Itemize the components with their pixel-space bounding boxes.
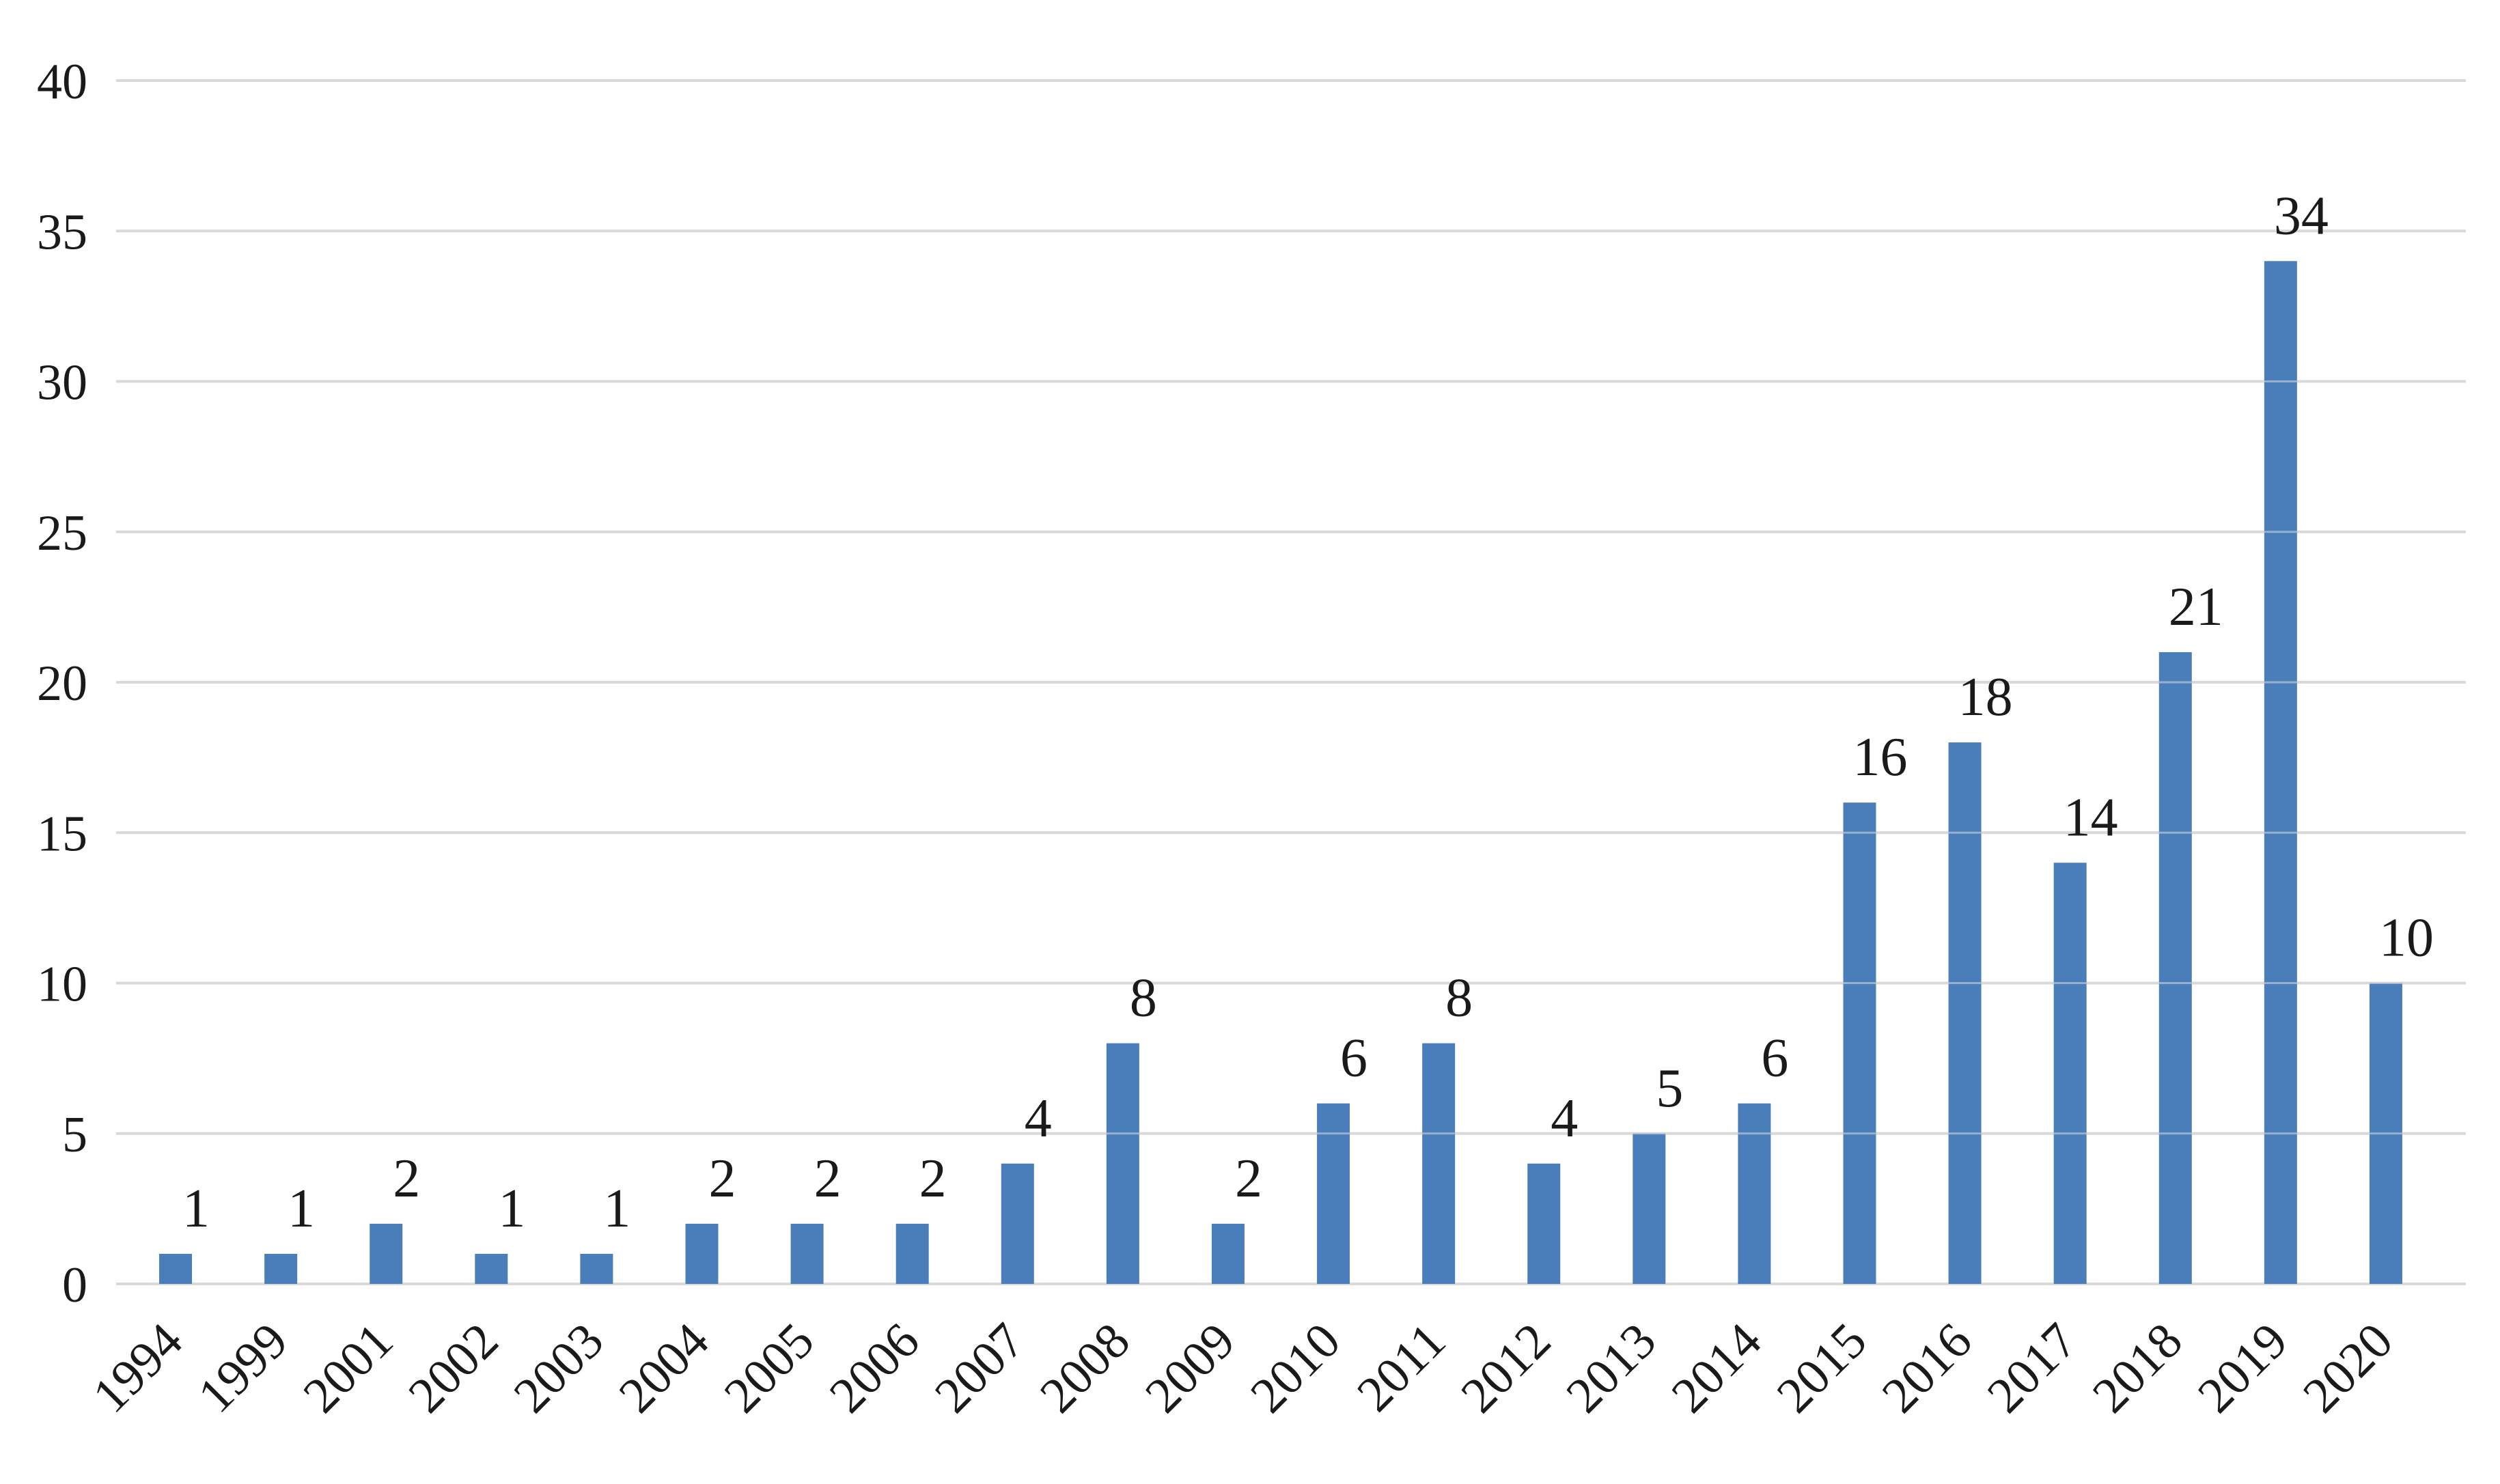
bar-2004: [685, 1223, 719, 1284]
data-label-2012: 4: [1551, 1089, 1578, 1149]
x-tick-label-2002: 2002: [398, 1313, 510, 1424]
y-tick-label: 15: [37, 806, 87, 862]
x-tick-label-2003: 2003: [503, 1313, 615, 1424]
x-tick-label-2019: 2019: [2187, 1313, 2298, 1424]
data-label-2019: 34: [2274, 186, 2329, 246]
y-axis-ticks: 0 5 10 15 20 25 30 35 40: [37, 54, 87, 1313]
y-tick-label: 35: [37, 204, 87, 260]
x-tick-label-2006: 2006: [819, 1313, 930, 1424]
y-tick-label: 20: [37, 656, 87, 712]
bar-2013: [1633, 1133, 1666, 1284]
bar-2009: [1211, 1223, 1245, 1284]
x-tick-label-2010: 2010: [1240, 1313, 1351, 1424]
x-tick-label-2008: 2008: [1029, 1313, 1141, 1424]
bar-2001: [370, 1223, 403, 1284]
data-label-2018: 21: [2169, 577, 2223, 637]
data-label-2004: 2: [709, 1149, 736, 1209]
data-label-2013: 5: [1656, 1059, 1683, 1119]
x-axis-ticks: 1994199920012002200320042005200620072008…: [82, 1313, 2404, 1424]
x-tick-label-1994: 1994: [82, 1313, 193, 1424]
x-tick-label-2018: 2018: [2082, 1313, 2193, 1424]
bar-2010: [1317, 1103, 1350, 1284]
data-label-2020: 10: [2379, 908, 2434, 968]
bar-2011: [1422, 1043, 1456, 1284]
bar-2002: [475, 1253, 508, 1284]
data-label-2005: 2: [814, 1149, 842, 1209]
bar-2007: [1001, 1163, 1034, 1284]
bar-2006: [895, 1223, 929, 1284]
y-tick-label: 10: [37, 957, 87, 1013]
data-label-1994: 1: [182, 1179, 210, 1239]
bar-2014: [1738, 1103, 1771, 1284]
data-label-2008: 8: [1130, 968, 1157, 1028]
data-label-2014: 6: [1761, 1028, 1788, 1089]
data-label-2009: 2: [1235, 1149, 1262, 1209]
x-tick-label-2015: 2015: [1766, 1313, 1878, 1424]
bar-2018: [2158, 652, 2192, 1284]
bar-2012: [1527, 1163, 1561, 1284]
bar-2017: [2053, 863, 2087, 1284]
y-tick-label: 40: [37, 54, 87, 110]
data-label-2007: 4: [1025, 1089, 1052, 1149]
x-tick-label-2004: 2004: [609, 1313, 720, 1424]
bar-2019: [2264, 261, 2297, 1284]
x-tick-label-2011: 2011: [1346, 1313, 1456, 1423]
x-tick-label-2013: 2013: [1556, 1313, 1667, 1424]
bar-1999: [264, 1253, 298, 1284]
data-label-1999: 1: [288, 1179, 315, 1239]
x-tick-label-2017: 2017: [1977, 1313, 2088, 1424]
y-tick-label: 5: [62, 1107, 87, 1163]
bar-2003: [580, 1253, 613, 1284]
data-label-2001: 2: [393, 1149, 420, 1209]
x-tick-label-2020: 2020: [2292, 1313, 2404, 1424]
x-tick-label-2014: 2014: [1661, 1313, 1773, 1424]
x-tick-label-2009: 2009: [1135, 1313, 1246, 1424]
data-label-2006: 2: [919, 1149, 947, 1209]
x-tick-label-2001: 2001: [293, 1313, 404, 1424]
y-tick-label: 25: [37, 505, 87, 561]
data-label-2003: 1: [603, 1179, 630, 1239]
x-tick-label-2005: 2005: [714, 1313, 825, 1424]
data-label-2011: 8: [1445, 968, 1473, 1028]
y-tick-label: 30: [37, 355, 87, 411]
x-tick-label-1999: 1999: [188, 1313, 299, 1424]
bar-2015: [1843, 802, 1876, 1284]
data-label-2017: 14: [2064, 787, 2118, 848]
bar-1994: [159, 1253, 193, 1284]
bar-2008: [1106, 1043, 1139, 1284]
x-tick-label-2016: 2016: [1872, 1313, 1983, 1424]
bar-2005: [790, 1223, 824, 1284]
data-label-2010: 6: [1340, 1028, 1367, 1089]
data-label-2002: 1: [498, 1179, 525, 1239]
x-tick-label-2012: 2012: [1451, 1313, 1562, 1424]
bars: [116, 79, 2466, 1284]
bar-2016: [1948, 742, 1982, 1284]
data-label-2015: 16: [1853, 727, 1908, 787]
x-tick-label-2007: 2007: [924, 1313, 1036, 1424]
data-label-2016: 18: [1958, 667, 2013, 727]
y-tick-label: 0: [62, 1257, 87, 1313]
